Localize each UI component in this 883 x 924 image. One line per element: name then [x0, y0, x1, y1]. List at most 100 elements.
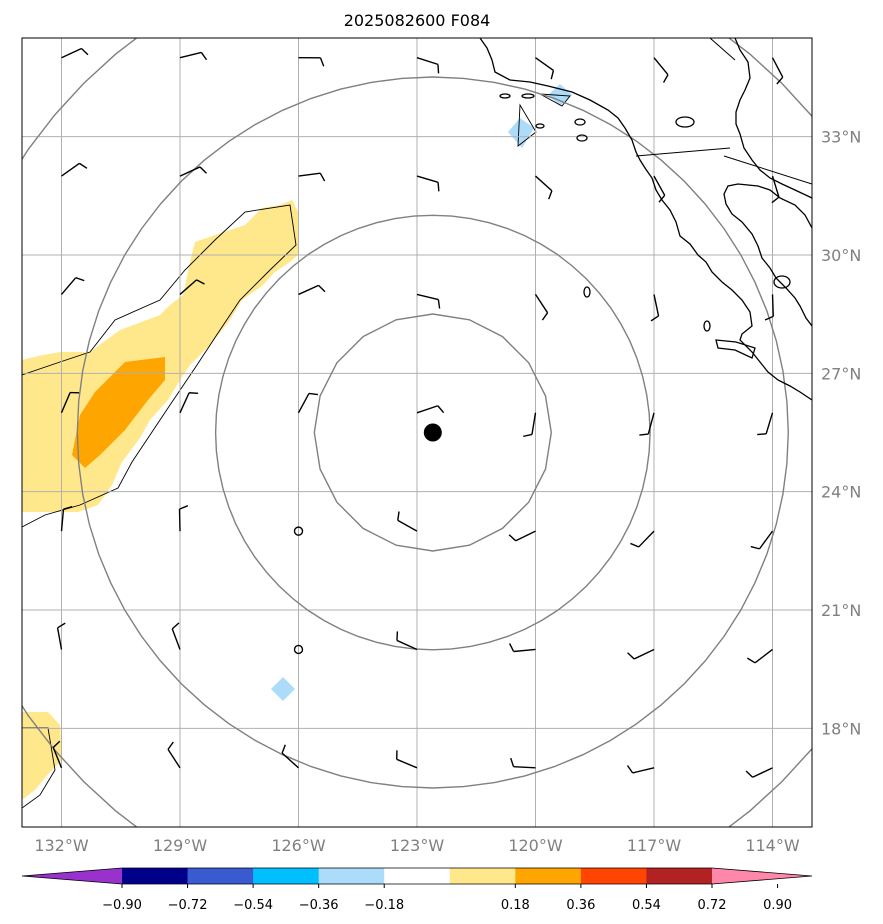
- wind-barb-0-5: [626, 765, 655, 774]
- calm-marker-0: [293, 526, 304, 536]
- wind-barb-3-1: [179, 392, 199, 414]
- contour-outline-3: [517, 103, 537, 147]
- lake-region: [715, 339, 756, 359]
- wind-barb-4-3: [416, 293, 441, 309]
- border-state-2: [709, 38, 736, 61]
- longitude-labels: 132°W 129°W 126°W 123°W 120°W 117°W 114°W: [34, 836, 800, 855]
- wind-barb-2-0: [60, 506, 73, 532]
- wind-barb-6-0: [61, 47, 89, 59]
- range-ring-1: [214, 214, 651, 651]
- wind-barb-2-3: [397, 511, 418, 532]
- lon-label-5: 117°W: [627, 836, 682, 855]
- lat-label-3: 27°N: [821, 364, 861, 383]
- lon-label-6: 114°W: [745, 836, 800, 855]
- shading-positive-low-2: [22, 712, 62, 800]
- lat-label-5: 33°N: [821, 128, 861, 147]
- wind-barb-3-6: [757, 412, 774, 436]
- colorbar-segment-7: [580, 868, 647, 884]
- contour-outline: [22, 204, 297, 528]
- lon-label-0: 132°W: [34, 836, 89, 855]
- wind-barb-1-4: [508, 643, 536, 653]
- colorbar-segment-0: [122, 868, 189, 884]
- colorbar-tick-label-3: −0.36: [299, 898, 339, 913]
- colorbar-extend-low: [22, 868, 122, 884]
- wind-barb-6-3: [416, 57, 440, 74]
- latitude-labels: 18°N 21°N 24°N 27°N 30°N 33°N: [821, 128, 861, 739]
- border-us-mexico: [635, 147, 731, 157]
- colorbar: [21, 867, 813, 885]
- colorbar-tick-labels: −0.90 −0.72 −0.54 −0.36 −0.18 0.18 0.36 0.54 0.7…: [102, 884, 792, 913]
- shading-negative-3: [271, 677, 295, 701]
- wind-barb-6-1: [179, 51, 208, 61]
- wind-barbs: [52, 47, 784, 778]
- colorbar-tick-label-0: −0.90: [102, 898, 142, 913]
- wind-barb-5-4: [535, 175, 553, 200]
- colorbar-segment-3: [318, 868, 385, 884]
- colorbar-extend-high: [712, 868, 812, 884]
- colorbar-tick-label-5: 0.18: [501, 898, 530, 913]
- lon-label-4: 120°W: [508, 836, 563, 855]
- wind-barb-5-0: [61, 162, 88, 177]
- wind-barb-0-6: [745, 767, 773, 778]
- wind-barb-4-4: [534, 294, 549, 321]
- wind-barb-3-5: [639, 412, 655, 436]
- wind-barb-5-1: [179, 166, 207, 177]
- colorbar-segment-4: [384, 868, 451, 884]
- wind-barb-1-5: [627, 648, 655, 660]
- island-7: [576, 134, 588, 142]
- wind-barb-1-0: [56, 622, 66, 650]
- calm-marker-1: [293, 644, 304, 655]
- island-8: [499, 93, 511, 99]
- colorbar-tick-label-6: 0.36: [566, 898, 595, 913]
- map-title: 2025082600 F084: [344, 11, 491, 30]
- wind-barb-6-5: [653, 57, 669, 83]
- coastline: [479, 38, 812, 401]
- wind-barb-1-6: [746, 648, 773, 664]
- wind-barb-5-6: [771, 175, 780, 204]
- wind-barb-0-1: [167, 741, 181, 769]
- wind-barb-6-6: [771, 57, 784, 85]
- wind-barb-0-2: [281, 744, 299, 769]
- wind-barb-6-2: [298, 57, 325, 67]
- wind-barb-3-0: [60, 391, 80, 414]
- lat-label-0: 18°N: [821, 719, 861, 738]
- wind-barb-5-5: [653, 175, 666, 203]
- island-5: [535, 123, 545, 129]
- wind-barb-3-2: [297, 392, 318, 414]
- lat-label-2: 24°N: [821, 483, 861, 502]
- colorbar-segment-1: [187, 868, 254, 884]
- lon-label-2: 126°W: [271, 836, 326, 855]
- coastline-gulf-west: [723, 183, 812, 327]
- gridlines: [22, 38, 812, 827]
- wind-barb-4-1: [179, 279, 205, 295]
- island-6: [574, 118, 586, 126]
- island-9: [521, 93, 535, 99]
- coastline-gulf-east: [734, 38, 812, 199]
- map-frame: [21, 37, 813, 828]
- colorbar-tick-label-2: −0.54: [233, 898, 273, 913]
- colorbar-segment-2: [253, 868, 320, 884]
- wind-barb-4-0: [60, 277, 85, 295]
- colorbar-segment-8: [646, 868, 713, 884]
- wind-barb-0-3: [396, 750, 418, 769]
- island-3: [703, 320, 711, 332]
- wind-barb-4-6: [764, 294, 774, 321]
- range-ring-0: [313, 313, 553, 552]
- island-2: [583, 286, 591, 298]
- wind-barb-4-5: [650, 294, 660, 322]
- wind-barb-1-1: [171, 622, 181, 650]
- colorbar-tick-label-7: 0.54: [632, 898, 661, 913]
- lat-label-4: 30°N: [821, 246, 861, 265]
- wind-barb-3-4: [523, 412, 537, 438]
- colorbar-tick-label-9: 0.90: [763, 898, 792, 913]
- wind-barb-2-5: [630, 530, 655, 548]
- wind-barb-5-3: [416, 175, 440, 192]
- colorbar-tick-label-4: −0.18: [364, 898, 404, 913]
- shading-negative-1: [508, 118, 534, 148]
- wind-barb-1-3: [396, 631, 418, 651]
- calm-markers: [293, 526, 304, 655]
- island-1: [675, 116, 695, 128]
